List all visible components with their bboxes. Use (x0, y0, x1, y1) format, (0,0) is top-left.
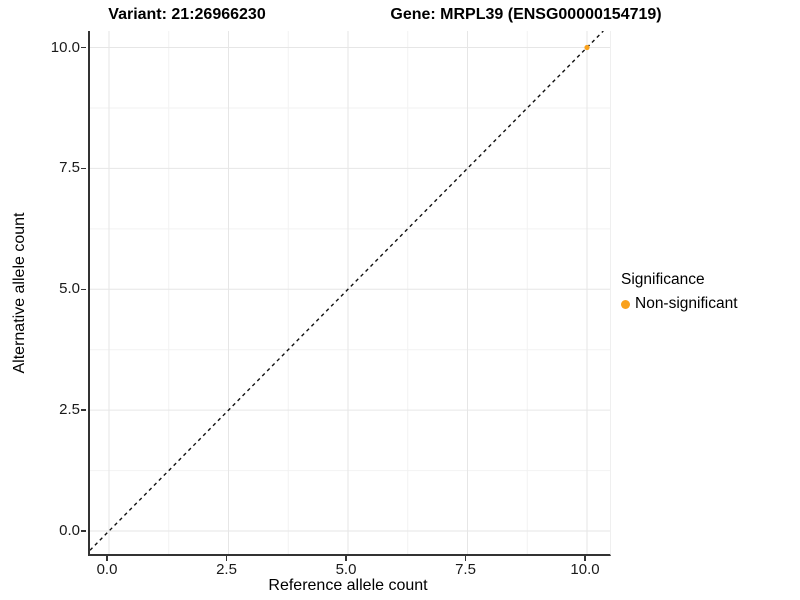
x-tick-label: 7.5 (455, 561, 476, 578)
legend-title: Significance (621, 271, 705, 288)
x-tick-mark (584, 556, 586, 561)
x-axis-title: Reference allele count (268, 577, 428, 594)
plot-panel (88, 31, 611, 556)
plot-title-gene: Gene: MRPL39 (ENSG00000154719) (390, 6, 662, 23)
legend-point-icon (621, 299, 630, 309)
y-tick-label: 10.0 (50, 38, 80, 56)
y-tick-mark (81, 530, 86, 532)
x-tick-mark (225, 556, 228, 561)
y-tick-mark (81, 46, 86, 49)
data-point (584, 44, 590, 51)
y-tick-label: 2.5 (59, 401, 80, 419)
x-tick-mark (345, 556, 347, 561)
x-tick-mark (106, 556, 108, 561)
plot-title-variant: Variant: 21:26966230 (108, 6, 266, 23)
chart-canvas (90, 31, 610, 554)
y-tick-mark (81, 167, 86, 170)
y-tick-mark (81, 409, 86, 411)
y-tick-label: 0.0 (59, 522, 80, 539)
x-tick-label: 2.5 (216, 561, 237, 578)
legend-entry-label: Non-significant (635, 295, 738, 312)
x-tick-label: 0.0 (96, 561, 118, 578)
y-tick-mark (81, 288, 86, 290)
legend: Significance Non-significant (621, 271, 738, 314)
y-tick-label: 5.0 (59, 280, 80, 298)
x-tick-label: 10.0 (570, 561, 600, 578)
x-tick-label: 5.0 (335, 561, 357, 578)
legend-entry: Non-significant (621, 294, 738, 314)
x-tick-mark (464, 556, 467, 561)
y-tick-label: 7.5 (59, 159, 80, 177)
identity-line (90, 31, 604, 551)
